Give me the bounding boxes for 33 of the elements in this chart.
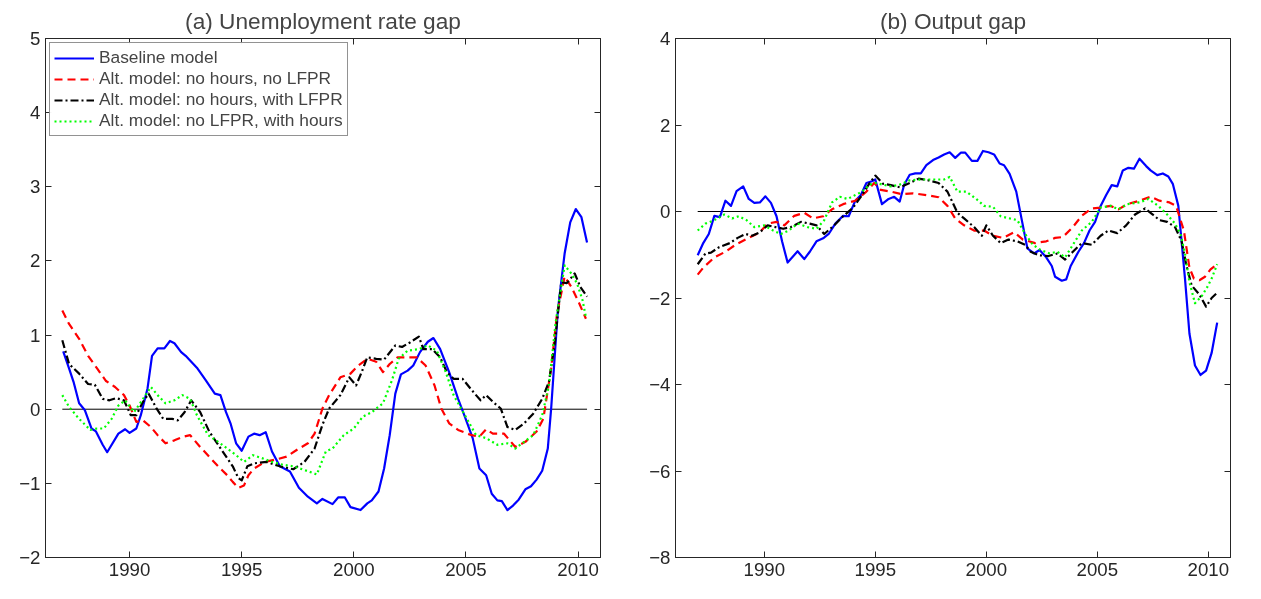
- x-tick-label: 1995: [220, 558, 263, 580]
- x-tick-label: 2000: [965, 558, 1008, 580]
- line-series: [62, 207, 589, 512]
- y-tick-label: −2: [649, 287, 671, 309]
- x-tick-label: 2010: [557, 558, 599, 580]
- y-tick-label: −8: [649, 547, 671, 568]
- chart-title: (b) Output gap: [879, 7, 1027, 34]
- x-tick-label: 2010: [1187, 558, 1230, 580]
- y-tick-label: 1: [30, 324, 41, 346]
- y-tick-label: 5: [30, 28, 41, 49]
- legend-label: Alt. model: no LFPR, with hours: [99, 110, 343, 131]
- x-tick-label: 1995: [854, 558, 897, 580]
- legend-label: Baseline model: [99, 47, 218, 68]
- y-tick-label: −1: [19, 472, 41, 494]
- y-tick-label: −4: [649, 374, 671, 395]
- y-tick-label: 2: [30, 250, 41, 272]
- y-tick-label: −6: [649, 460, 671, 482]
- line-series: [696, 149, 1219, 377]
- x-tick-label: 1990: [743, 558, 786, 580]
- x-tick-label: 1990: [108, 558, 151, 580]
- y-tick-label: 0: [660, 201, 671, 222]
- y-tick-label: 4: [660, 28, 671, 49]
- chart-title: (a) Unemployment rate gap: [185, 7, 461, 34]
- legend-label: Alt. model: no hours, with LFPR: [99, 89, 343, 110]
- y-tick-label: 3: [30, 176, 41, 198]
- y-tick-label: 2: [660, 114, 671, 136]
- y-tick-label: 0: [30, 398, 41, 420]
- x-tick-label: 2000: [333, 558, 375, 580]
- legend-label: Alt. model: no hours, no LFPR: [99, 68, 332, 89]
- y-tick-label: −2: [19, 547, 41, 568]
- x-tick-label: 2005: [445, 558, 487, 580]
- y-tick-label: 4: [30, 102, 41, 124]
- x-tick-label: 2005: [1076, 558, 1119, 580]
